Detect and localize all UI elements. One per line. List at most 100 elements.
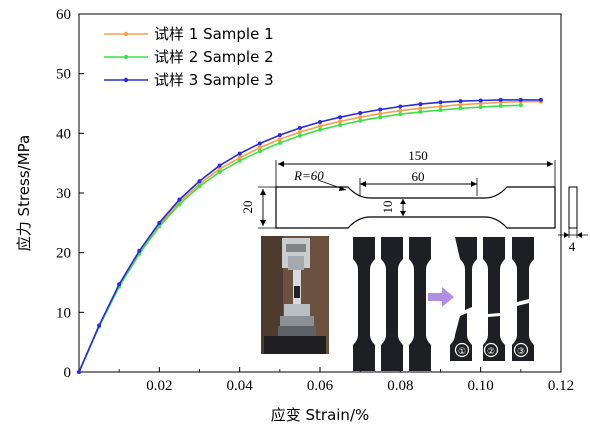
legend-marker-2 [123, 54, 129, 60]
data-point-series-3 [217, 163, 222, 168]
data-point-series-1 [478, 101, 483, 106]
data-point-series-1 [318, 124, 322, 129]
data-point-series-2 [478, 105, 483, 110]
specimen-photo: ① ② ③ [341, 236, 552, 371]
data-point-series-2 [358, 118, 363, 123]
data-point-series-2 [498, 103, 503, 108]
y-tick-label: 60 [56, 7, 71, 23]
data-point-series-1 [217, 167, 222, 172]
data-point-series-3 [358, 111, 363, 116]
y-axis-label: 应力 Stress/MPa [15, 135, 33, 251]
legend: 试样 1 Sample 1 试样 2 Sample 2 试样 3 Sample 3 [104, 25, 274, 89]
arrow-icon [428, 287, 454, 307]
x-tick-label: 0.08 [387, 378, 413, 394]
data-point-series-2 [378, 115, 383, 120]
data-point-series-1 [358, 115, 363, 120]
x-tick-label: 0.04 [227, 378, 254, 394]
data-point-series-3 [277, 133, 282, 138]
series-line-1 [78, 100, 541, 373]
radius-label: R=60 [293, 168, 324, 183]
y-tick-label: 20 [56, 246, 71, 262]
data-point-series-1 [418, 106, 423, 111]
data-point-series-1 [398, 108, 403, 113]
x-tick-label: 0.10 [468, 378, 494, 394]
data-point-series-3 [117, 282, 122, 287]
data-point-series-1 [257, 145, 262, 150]
data-point-series-2 [438, 108, 443, 113]
x-tick-label: 0.02 [146, 378, 172, 394]
specimen-side-view [568, 186, 578, 229]
data-point-series-1 [438, 104, 443, 109]
data-point-series-3 [318, 119, 322, 124]
specimen-fractured-3 [512, 237, 534, 361]
y-tick-label: 10 [56, 305, 71, 321]
legend-marker-3 [123, 77, 129, 83]
thickness-label: 4 [569, 239, 576, 254]
data-point-series-3 [458, 99, 463, 104]
data-point-series-2 [338, 122, 343, 127]
data-point-series-3 [398, 104, 403, 109]
data-point-series-2 [217, 170, 222, 175]
y-tick-label: 30 [56, 186, 71, 202]
specimen-untested-1 [353, 237, 375, 371]
data-point-series-3 [237, 151, 242, 156]
data-point-series-2 [277, 140, 282, 145]
series-line-3 [78, 99, 541, 373]
data-point-series-2 [237, 158, 242, 163]
specimen-label-2: ② [487, 347, 495, 357]
data-point-series-1 [338, 119, 343, 124]
test-machine-photo [261, 236, 329, 354]
x-tick-label: 0.06 [307, 378, 334, 394]
y-tick-label: 50 [56, 67, 71, 83]
y-tick-label: 0 [64, 365, 72, 381]
data-point-series-3 [518, 97, 523, 102]
data-point-series-3 [137, 248, 142, 253]
data-point-series-2 [197, 184, 202, 189]
data-point-series-3 [257, 141, 262, 146]
data-point-series-1 [237, 155, 242, 160]
specimen-untested-2 [381, 237, 403, 371]
specimen-drawing: 150 60 R=60 20 10 4 [240, 148, 588, 254]
data-point-series-2 [297, 133, 302, 138]
data-point-series-1 [297, 130, 302, 135]
width-label: 20 [240, 201, 255, 214]
data-point-series-3 [157, 220, 162, 225]
data-point-series-2 [177, 202, 182, 207]
data-point-series-3 [418, 102, 423, 107]
data-point-series-3 [97, 323, 102, 328]
specimen-label-1: ① [458, 347, 466, 357]
data-point-series-2 [458, 106, 463, 111]
data-point-series-3 [177, 197, 182, 202]
data-point-series-1 [277, 137, 282, 142]
data-point-series-2 [398, 112, 403, 117]
data-point-series-1 [458, 102, 463, 107]
specimen-untested-3 [409, 237, 431, 371]
specimen-fractured-1 [450, 237, 477, 361]
specimen-fractured-2 [483, 237, 505, 361]
data-point-series-2 [518, 103, 523, 108]
specimen-label-3: ③ [517, 347, 525, 357]
y-tick-label: 40 [56, 126, 71, 142]
data-point-series-3 [538, 97, 543, 102]
data-point-series-2 [257, 149, 262, 154]
gauge-length-label: 60 [412, 169, 425, 184]
specimen-outline [275, 186, 556, 229]
overall-length-label: 150 [408, 148, 428, 163]
x-tick-label: 0.12 [548, 378, 574, 394]
data-point-series-3 [77, 370, 81, 374]
data-point-series-3 [478, 98, 483, 103]
legend-marker-1 [123, 31, 129, 37]
legend-label-3: 试样 3 Sample 3 [154, 71, 274, 89]
legend-label-2: 试样 2 Sample 2 [154, 48, 274, 66]
data-point-series-3 [297, 125, 302, 130]
gauge-width-label: 10 [380, 201, 395, 214]
data-point-series-3 [338, 115, 343, 120]
data-point-series-2 [418, 109, 423, 114]
data-point-series-1 [378, 111, 383, 116]
x-axis-label: 应变 Strain/% [271, 406, 370, 424]
legend-label-1: 试样 1 Sample 1 [154, 25, 274, 43]
data-point-series-2 [318, 127, 322, 132]
data-point-series-3 [378, 107, 383, 112]
data-point-series-3 [438, 100, 443, 105]
